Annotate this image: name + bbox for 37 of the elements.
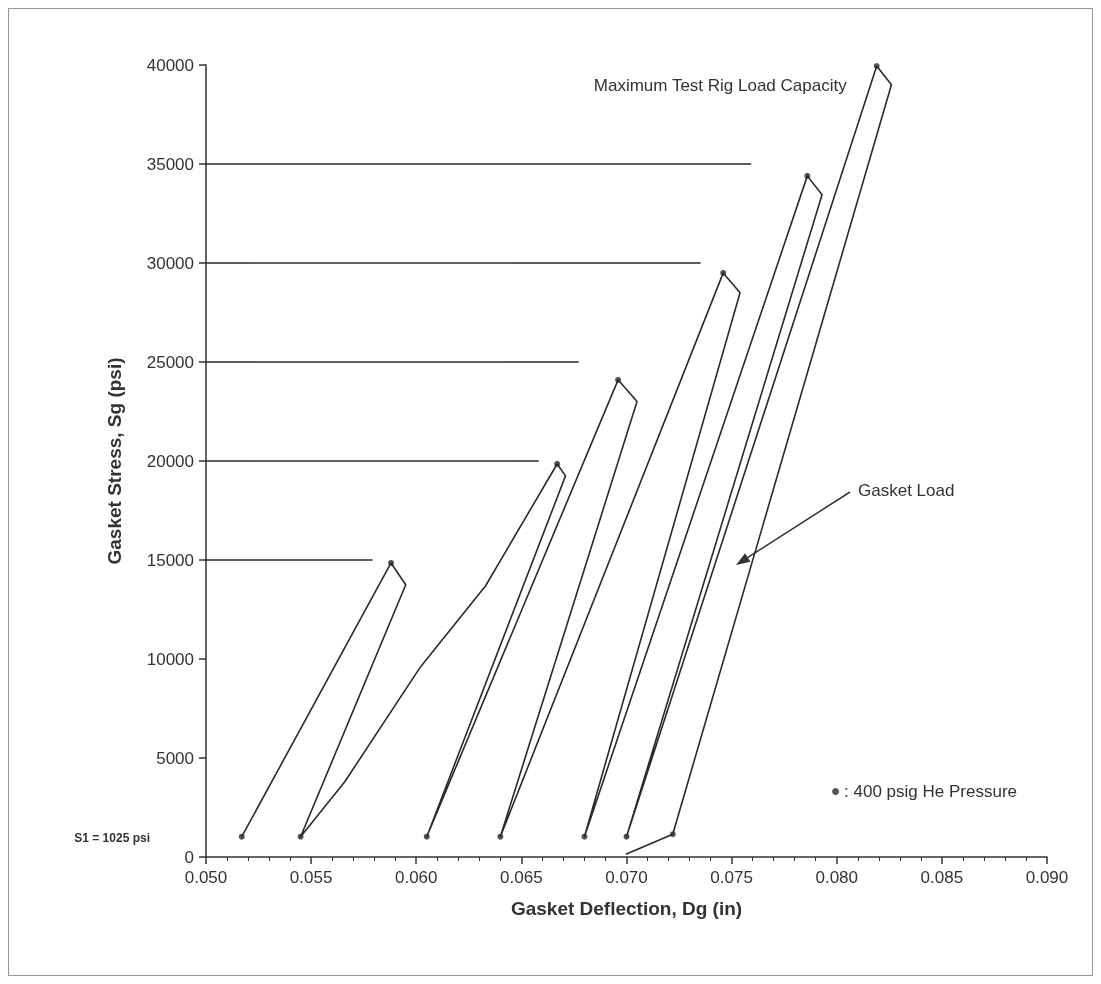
point xyxy=(297,833,304,840)
point xyxy=(423,833,430,840)
y-axis-title: Gasket Stress, Sg (psi) xyxy=(104,357,125,565)
x-tick-label: 0.050 xyxy=(184,868,228,887)
y-tick-label: 35000 xyxy=(146,154,194,174)
point xyxy=(497,833,504,840)
x-tick-label: 0.060 xyxy=(394,868,438,887)
point xyxy=(804,172,811,179)
point xyxy=(623,833,630,840)
point xyxy=(720,269,727,276)
x-tick-label: 0.080 xyxy=(815,868,859,887)
text: S1 = 1025 psi xyxy=(74,831,150,845)
y-tick-label: 40000 xyxy=(146,55,194,75)
y-tick-label: 10000 xyxy=(146,649,194,669)
x-tick-label: 0.065 xyxy=(500,868,543,887)
x-tick-label: 0.070 xyxy=(605,868,648,887)
point xyxy=(669,831,676,838)
point xyxy=(581,833,588,840)
point xyxy=(388,559,395,566)
y-tick-label: 15000 xyxy=(146,550,194,570)
x-tick-label: 0.075 xyxy=(710,868,753,887)
x-tick-label: 0.085 xyxy=(920,868,964,887)
x-tick-label: 0.090 xyxy=(1025,868,1069,887)
y-tick-label: 25000 xyxy=(146,352,194,372)
point xyxy=(238,833,245,840)
annotation: Maximum Test Rig Load Capacity xyxy=(593,75,848,95)
y-tick-label: 0 xyxy=(184,847,194,867)
y-tick-label: 20000 xyxy=(146,451,194,471)
point xyxy=(873,62,880,69)
point xyxy=(615,376,622,383)
x-axis-title: Gasket Deflection, Dg (in) xyxy=(510,898,743,919)
y-tick-label: 5000 xyxy=(156,748,194,768)
point xyxy=(554,460,561,467)
legend-label: : 400 psig He Pressure xyxy=(844,782,1017,801)
x-tick-label: 0.055 xyxy=(289,868,333,887)
annotation: Gasket Load xyxy=(858,480,955,500)
y-tick-label: 30000 xyxy=(146,253,194,273)
